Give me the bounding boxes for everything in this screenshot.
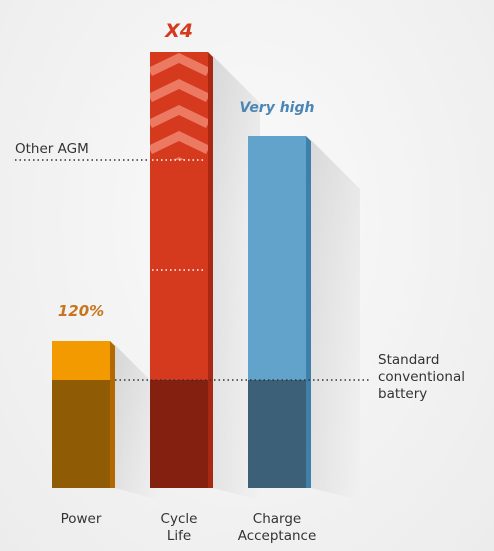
category-label: Charge Acceptance: [237, 511, 317, 544]
value-label: Very high: [239, 100, 315, 116]
bar-base: [150, 380, 208, 488]
bar-base: [248, 380, 306, 488]
value-label: 120%: [57, 302, 105, 320]
bar-top: [248, 136, 306, 380]
reference-label: Standard conventional battery: [378, 352, 465, 402]
bar-side: [110, 341, 115, 488]
category-label: Cycle Life: [160, 511, 198, 544]
shadow: [311, 140, 360, 500]
category-label: Power: [60, 511, 102, 527]
bar-top: [52, 341, 110, 380]
bar-side: [306, 136, 311, 488]
chevrons: [150, 52, 208, 160]
bar-base: [52, 380, 110, 488]
reference-label: Other AGM: [15, 141, 89, 157]
value-label: X4: [165, 20, 193, 42]
shadow: [115, 345, 160, 500]
bar-side: [208, 52, 213, 488]
